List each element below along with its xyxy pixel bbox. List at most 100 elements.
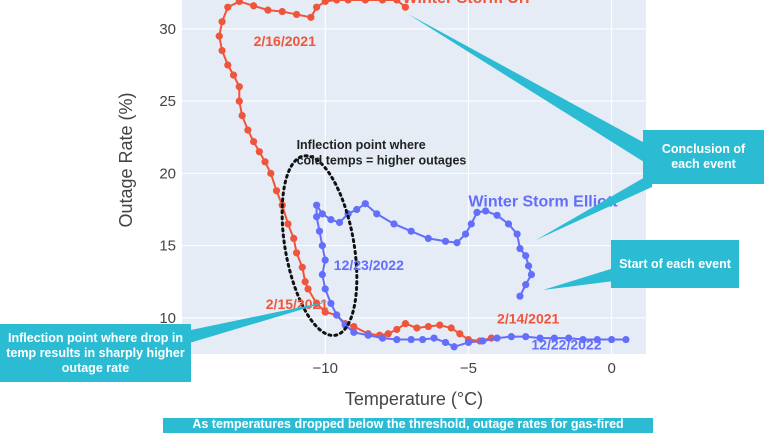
data-point xyxy=(292,249,301,257)
data-point xyxy=(313,3,321,11)
data-point xyxy=(235,83,243,91)
data-point xyxy=(384,330,392,338)
data-point xyxy=(493,334,501,342)
data-point xyxy=(327,216,335,224)
data-point xyxy=(516,244,524,253)
data-point xyxy=(436,321,444,329)
inflection-callout: Inflection point where drop in temp resu… xyxy=(0,324,191,382)
date-label: 2/14/2021 xyxy=(497,311,559,327)
inflection-pointer xyxy=(186,301,330,344)
data-point xyxy=(218,18,226,26)
data-point xyxy=(318,242,326,250)
data-point xyxy=(298,263,306,271)
series-label-elliott: Winter Storm Elliott xyxy=(468,194,618,211)
date-label: 2/16/2021 xyxy=(254,33,316,49)
start-callout: Start of each event xyxy=(611,240,739,288)
data-point xyxy=(344,0,352,4)
data-point xyxy=(292,10,301,19)
data-point xyxy=(272,187,281,195)
conclusion-pointer-elliott xyxy=(536,173,652,240)
data-point xyxy=(401,320,410,328)
data-point xyxy=(493,211,501,219)
data-point xyxy=(238,111,246,120)
data-point xyxy=(304,285,312,293)
data-point xyxy=(215,32,223,40)
caption-banner: As temperatures dropped below the thresh… xyxy=(163,418,653,433)
data-point xyxy=(301,278,309,286)
data-point xyxy=(315,227,324,235)
data-point xyxy=(361,200,369,208)
x-tick-label: 0 xyxy=(607,360,615,377)
data-point xyxy=(393,325,401,334)
data-point xyxy=(522,281,530,289)
data-point xyxy=(327,299,335,308)
data-point xyxy=(378,0,387,4)
data-point xyxy=(235,97,243,105)
data-point xyxy=(524,262,533,270)
data-point xyxy=(350,328,358,336)
data-point xyxy=(413,324,421,332)
data-point xyxy=(250,2,258,10)
x-tick-label: −5 xyxy=(460,360,477,377)
data-point xyxy=(261,158,269,166)
data-point xyxy=(482,207,490,215)
data-point xyxy=(401,3,410,11)
data-point xyxy=(321,0,329,6)
data-point xyxy=(284,220,292,228)
data-point xyxy=(321,256,329,264)
data-point xyxy=(321,308,329,316)
data-point xyxy=(350,322,358,331)
data-point xyxy=(424,322,432,331)
annotation-label: cold temps = higher outages xyxy=(297,154,467,168)
data-point xyxy=(407,335,415,344)
data-point xyxy=(333,0,341,4)
conclusion-callout: Conclusion of each event xyxy=(643,130,764,184)
data-point xyxy=(318,270,326,279)
data-point xyxy=(467,220,475,228)
plot-background xyxy=(182,0,646,354)
y-axis-label: Outage Rate (%) xyxy=(116,92,136,227)
data-point xyxy=(335,218,344,227)
data-point xyxy=(536,334,544,342)
data-point xyxy=(250,138,258,146)
data-point xyxy=(390,220,398,228)
data-point xyxy=(393,0,401,4)
data-point xyxy=(321,285,329,293)
series-uri xyxy=(215,0,495,345)
annotation-label: Inflection point where xyxy=(297,138,426,152)
data-point xyxy=(218,46,226,55)
data-point xyxy=(479,337,487,345)
data-point xyxy=(453,239,461,247)
data-point xyxy=(450,343,458,351)
data-point xyxy=(255,148,263,156)
data-point xyxy=(565,334,573,342)
date-label: 12/22/2022 xyxy=(531,337,601,353)
x-axis-label: Temperature (°C) xyxy=(345,389,483,409)
data-point xyxy=(333,311,341,319)
data-point xyxy=(550,334,558,342)
data-point xyxy=(522,252,530,260)
y-tick-label: 30 xyxy=(159,21,176,38)
y-tick-label: 25 xyxy=(159,93,176,110)
data-point xyxy=(430,334,438,342)
y-tick-label: 10 xyxy=(159,310,176,327)
data-point xyxy=(593,335,601,344)
data-point xyxy=(244,126,252,134)
data-point xyxy=(441,237,450,245)
data-point xyxy=(361,0,369,4)
data-point xyxy=(313,201,321,209)
data-point xyxy=(264,6,272,14)
data-point xyxy=(224,3,232,11)
data-point xyxy=(313,213,321,221)
data-point xyxy=(441,338,450,347)
data-point xyxy=(267,169,275,177)
data-point xyxy=(513,230,521,238)
data-point xyxy=(378,334,387,342)
data-point xyxy=(608,335,616,344)
data-point xyxy=(318,210,326,218)
data-point xyxy=(229,71,238,79)
series-label-uri: Winter Storm Uri xyxy=(403,0,530,7)
data-point xyxy=(224,61,232,69)
data-point xyxy=(507,333,515,341)
data-point xyxy=(424,234,432,243)
